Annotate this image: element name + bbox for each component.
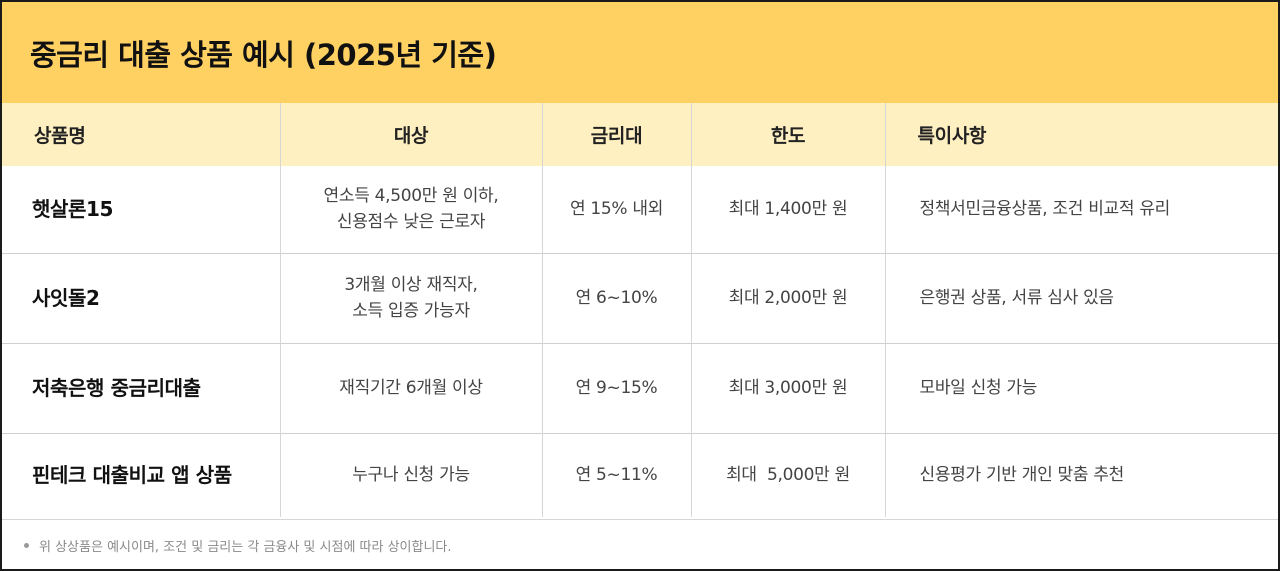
limit-cell: 최대 5,000만 원: [690, 433, 885, 517]
target-cell: 3개월 이상 재직자, 소득 입증 가능자: [279, 253, 542, 343]
note-cell: 은행권 상품, 서류 심사 있음: [884, 253, 1278, 343]
header-target: 대상: [279, 103, 542, 166]
title-bar: 중금리 대출 상품 예시 (2025년 기준): [2, 2, 1278, 103]
header-limit: 한도: [690, 103, 885, 166]
rate-cell: 연 15% 내외: [541, 166, 691, 253]
table-row: 핀테크 대출비교 앱 상품 누구나 신청 가능 연 5~11% 최대 5,000…: [2, 433, 1278, 517]
target-cell: 재직기간 6개월 이상: [279, 343, 542, 433]
target-line: 누구나 신청 가능: [352, 465, 470, 486]
product-name: 사잇돌2: [32, 286, 100, 310]
footnote-bar: 위 상상품은 예시이며, 조건 및 금리는 각 금융사 및 시점에 따라 상이합…: [2, 519, 1278, 569]
table-row: 사잇돌2 3개월 이상 재직자, 소득 입증 가능자 연 6~10% 최대 2,…: [2, 253, 1278, 343]
table-header-row: 상품명 대상 금리대 한도 특이사항: [2, 103, 1278, 166]
target-line: 신용점수 낮은 근로자: [336, 212, 486, 233]
footnote-text: 위 상상품은 예시이며, 조건 및 금리는 각 금융사 및 시점에 따라 상이합…: [39, 540, 452, 555]
header-note: 특이사항: [884, 103, 1278, 166]
rate-cell: 연 6~10%: [541, 253, 691, 343]
product-name: 저축은행 중금리대출: [32, 376, 201, 400]
target-cell: 연소득 4,500만 원 이하, 신용점수 낮은 근로자: [279, 166, 542, 253]
note-cell: 모바일 신청 가능: [884, 343, 1278, 433]
rate-cell: 연 5~11%: [541, 433, 691, 517]
note-cell: 신용평가 기반 개인 맞춤 추천: [884, 433, 1278, 517]
note-cell: 정책서민금융상품, 조건 비교적 유리: [884, 166, 1278, 253]
table-row: 햇살론15 연소득 4,500만 원 이하, 신용점수 낮은 근로자 연 15%…: [2, 166, 1278, 253]
product-name: 핀테크 대출비교 앱 상품: [32, 463, 232, 488]
target-line: 3개월 이상 재직자,: [344, 275, 478, 295]
limit-cell: 최대 1,400만 원: [690, 166, 885, 253]
target-line: 재직기간 6개월 이상: [339, 378, 483, 398]
limit-cell: 최대 3,000만 원: [690, 343, 885, 433]
header-product: 상품명: [34, 125, 86, 147]
target-line: 연소득 4,500만 원 이하,: [323, 186, 499, 207]
page-title: 중금리 대출 상품 예시 (2025년 기준): [30, 37, 497, 72]
target-line: 소득 입증 가능자: [352, 301, 470, 321]
loan-products-table: 상품명 대상 금리대 한도 특이사항 햇살론15 연소득 4,500만 원 이하…: [2, 103, 1278, 517]
bullet-icon: [24, 543, 29, 548]
target-cell: 누구나 신청 가능: [279, 433, 542, 517]
product-name: 햇살론15: [32, 197, 114, 222]
rate-cell: 연 9~15%: [541, 343, 691, 433]
header-rate: 금리대: [541, 103, 691, 166]
limit-cell: 최대 2,000만 원: [690, 253, 885, 343]
table-row: 저축은행 중금리대출 재직기간 6개월 이상 연 9~15% 최대 3,000만…: [2, 343, 1278, 433]
